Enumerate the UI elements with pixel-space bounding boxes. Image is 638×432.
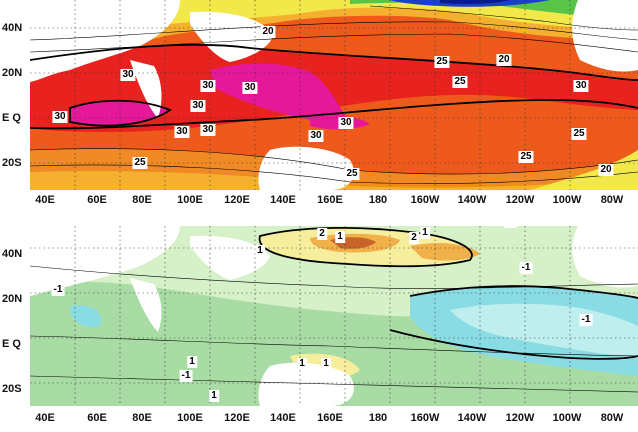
lon-label: 120W xyxy=(505,194,535,206)
lon-label: 160W xyxy=(410,412,440,424)
contour-label: 30 xyxy=(308,130,324,142)
contour-label: 2 xyxy=(409,232,419,244)
contour-label: 1 xyxy=(335,231,345,243)
contour-label: 25 xyxy=(571,128,587,140)
contour-label: 30 xyxy=(200,80,216,92)
lat-label: E Q xyxy=(2,338,21,350)
contour-label: 1 xyxy=(420,227,430,239)
contour-label: 1 xyxy=(187,356,197,368)
lon-label: 160E xyxy=(317,412,343,424)
contour-label: 20 xyxy=(598,164,614,176)
lon-label: 100E xyxy=(177,412,203,424)
lon-label: 60E xyxy=(87,412,107,424)
contour-label: -1 xyxy=(503,226,517,228)
lon-label: 80W xyxy=(600,412,624,424)
contour-label: 1 xyxy=(255,245,265,257)
contour-label: 30 xyxy=(338,117,354,129)
bottom-map-canvas xyxy=(30,226,638,406)
lat-label: 40N xyxy=(2,248,23,260)
contour-label: 20 xyxy=(496,54,512,66)
contour-label: 25 xyxy=(452,76,468,88)
lon-label: 160W xyxy=(410,194,440,206)
lon-label: 80W xyxy=(600,194,624,206)
lon-label: 100E xyxy=(177,194,203,206)
lat-label: 20S xyxy=(2,383,22,395)
lon-label: 100W xyxy=(552,194,582,206)
lon-label: 180 xyxy=(368,412,388,424)
contour-label: 1 xyxy=(297,358,307,370)
lon-label: 60E xyxy=(87,194,107,206)
lon-label: 40E xyxy=(35,412,55,424)
lon-label: 160E xyxy=(317,194,343,206)
contour-label: 25 xyxy=(518,151,534,163)
contour-label: 30 xyxy=(200,124,216,136)
lon-label: 80E xyxy=(132,412,152,424)
top-map-canvas xyxy=(30,0,638,190)
lon-label: 120E xyxy=(224,412,250,424)
lon-label: 140W xyxy=(457,412,487,424)
top-map-panel: 30 30 30 30 30 30 30 30 30 20 20 25 25 2… xyxy=(30,0,638,190)
lat-label: 20N xyxy=(2,293,23,305)
lon-label: 100W xyxy=(552,412,582,424)
contour-label: 1 xyxy=(209,390,219,402)
contour-label: -1 xyxy=(579,314,593,326)
lat-label: 40N xyxy=(2,22,23,34)
contour-label: 30 xyxy=(190,100,206,112)
lon-label: 140E xyxy=(270,412,296,424)
contour-label: 30 xyxy=(242,82,258,94)
lat-label: 20N xyxy=(2,67,23,79)
contour-label: 2 xyxy=(317,228,327,240)
contour-label: 1 xyxy=(321,358,331,370)
contour-label: 25 xyxy=(132,157,148,169)
contour-label: -1 xyxy=(179,370,193,382)
contour-label: 30 xyxy=(573,80,589,92)
lat-label: E Q xyxy=(2,112,21,124)
contour-label: 30 xyxy=(52,111,68,123)
contour-label: 30 xyxy=(120,69,136,81)
contour-label: -1 xyxy=(51,284,65,296)
contour-label: 25 xyxy=(434,56,450,68)
lon-label: 140E xyxy=(270,194,296,206)
bottom-map-panel: 1 1 2 1 2 1 1 -1 -1 -1 1 1 1 -1 1 -1 xyxy=(30,226,638,406)
lon-label: 120E xyxy=(224,194,250,206)
lat-label: 20S xyxy=(2,157,22,169)
lon-label: 140W xyxy=(457,194,487,206)
contour-label: -1 xyxy=(519,262,533,274)
lon-label: 120W xyxy=(505,412,535,424)
contour-label: 20 xyxy=(260,26,276,38)
lon-label: 40E xyxy=(35,194,55,206)
contour-label: 30 xyxy=(174,126,190,138)
lon-label: 80E xyxy=(132,194,152,206)
contour-label: 25 xyxy=(344,168,360,180)
lon-label: 180 xyxy=(368,194,388,206)
